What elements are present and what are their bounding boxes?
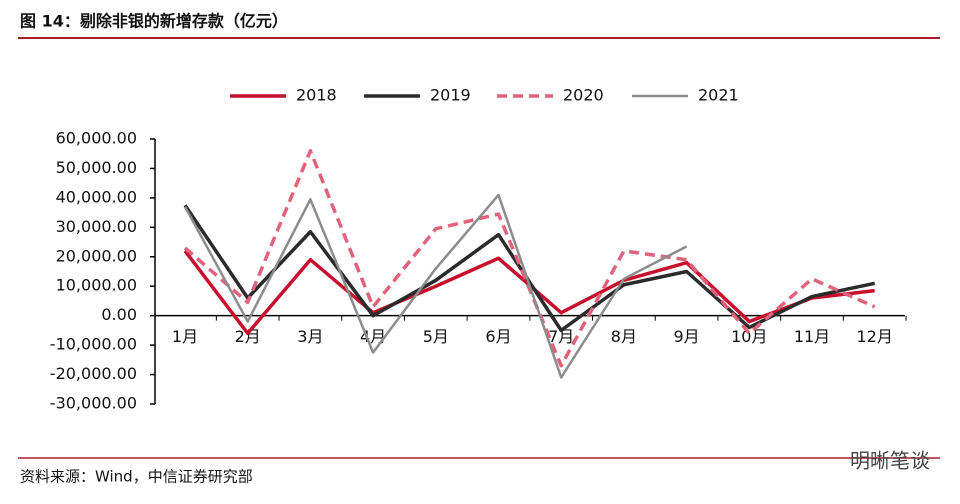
x-tick-label: 7月 — [548, 327, 574, 346]
y-tick-label: 30,000.00 — [56, 217, 137, 236]
x-tick-label: 9月 — [674, 327, 700, 346]
series-line — [183, 149, 876, 368]
source: 资料来源：Wind，中信证券研究部 — [20, 468, 253, 486]
watermark: 明晰笔谈 — [850, 449, 930, 473]
series-line — [183, 193, 688, 379]
legend-label: 2018 — [296, 86, 337, 105]
x-tick-label: 12月 — [857, 327, 893, 346]
x-tick-label: 3月 — [297, 327, 323, 346]
y-tick-label: 10,000.00 — [56, 276, 137, 295]
y-tick-label: 20,000.00 — [56, 246, 137, 265]
y-tick-label: 40,000.00 — [56, 187, 137, 206]
x-tick-label: 8月 — [611, 327, 637, 346]
y-tick-label: -30,000.00 — [50, 394, 137, 413]
legend-label: 2020 — [563, 86, 604, 105]
x-tick-label: 1月 — [172, 327, 198, 346]
x-tick-label: 4月 — [360, 327, 386, 346]
x-tick-label: 6月 — [485, 327, 511, 346]
chart-title: 图 14：剔除非银的新增存款（亿元） — [20, 12, 288, 31]
y-tick-label: -10,000.00 — [50, 335, 137, 354]
x-tick-label: 10月 — [731, 327, 767, 346]
x-tick-label: 5月 — [423, 327, 449, 346]
x-tick-label: 11月 — [794, 327, 830, 346]
x-tick-label: 2月 — [235, 327, 261, 346]
legend-label: 2021 — [698, 86, 739, 105]
y-tick-label: 0.00 — [101, 305, 137, 324]
y-tick-label: 60,000.00 — [56, 129, 137, 148]
y-tick-label: 50,000.00 — [56, 158, 137, 177]
legend-label: 2019 — [430, 86, 471, 105]
y-tick-label: -20,000.00 — [50, 364, 137, 383]
